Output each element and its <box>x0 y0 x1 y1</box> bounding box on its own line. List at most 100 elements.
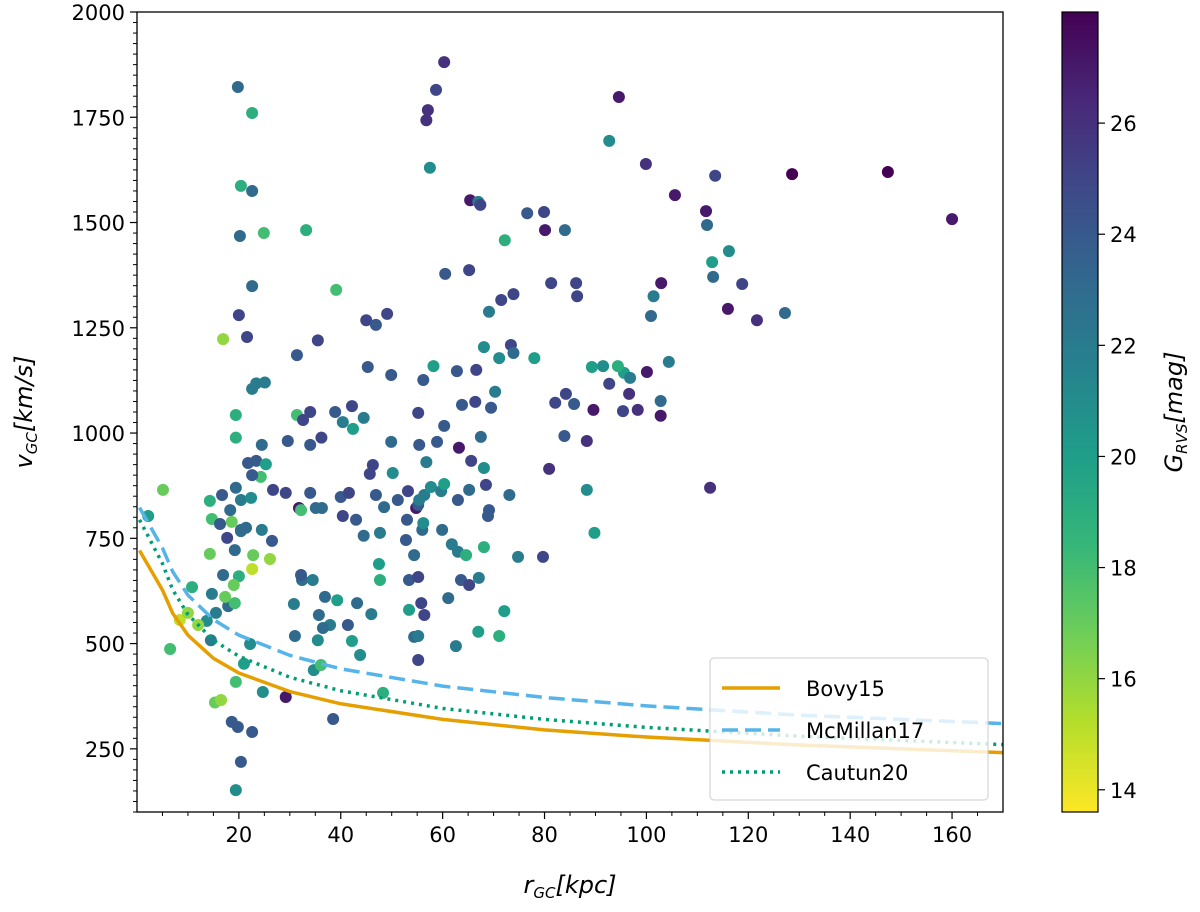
data-point <box>229 675 242 688</box>
data-point <box>259 458 272 471</box>
data-point <box>361 360 374 373</box>
data-point <box>421 104 434 117</box>
data-point <box>423 161 436 174</box>
data-point <box>472 625 485 638</box>
data-point <box>616 405 629 418</box>
data-point <box>255 438 268 451</box>
data-point <box>327 712 340 725</box>
data-point <box>403 603 416 616</box>
x-tick-label: 20 <box>226 823 253 847</box>
data-point <box>588 526 601 539</box>
data-point <box>706 256 719 269</box>
data-point <box>644 310 657 322</box>
data-point <box>512 550 525 563</box>
data-point <box>722 245 735 258</box>
data-point <box>571 290 584 303</box>
data-point <box>263 552 276 565</box>
data-point <box>881 166 894 178</box>
data-point <box>381 307 394 320</box>
data-point <box>246 382 259 395</box>
line-mcmillan17 <box>138 506 1003 726</box>
y-tick-label: 2000 <box>72 1 125 25</box>
data-point <box>295 568 308 581</box>
data-point <box>369 318 382 331</box>
y-tick-label: 250 <box>85 738 125 762</box>
data-point <box>385 435 398 448</box>
data-point <box>469 395 482 408</box>
data-point <box>704 481 717 494</box>
colorbar-tick-label: 20 <box>1110 445 1137 469</box>
data-point <box>267 483 280 496</box>
data-point <box>256 686 269 698</box>
data-point <box>304 406 317 418</box>
colorbar-tick-label: 16 <box>1110 668 1137 692</box>
data-point <box>403 574 416 586</box>
colorbar-tick-label: 22 <box>1110 334 1137 358</box>
data-point <box>654 395 667 408</box>
data-point <box>521 207 534 220</box>
data-point <box>329 406 342 418</box>
data-point <box>232 309 245 322</box>
data-point <box>357 411 370 424</box>
data-point <box>241 331 254 344</box>
data-point <box>707 270 720 283</box>
x-tick-label: 120 <box>728 823 768 847</box>
data-point <box>538 206 551 218</box>
data-point <box>287 598 300 610</box>
data-point <box>295 504 308 517</box>
data-point <box>539 224 552 237</box>
data-point <box>543 462 556 475</box>
data-point <box>430 83 443 96</box>
data-point <box>570 277 583 290</box>
colorbar <box>1061 11 1099 813</box>
data-point <box>654 409 667 422</box>
data-point <box>225 515 238 528</box>
y-tick-label: 1500 <box>72 212 125 236</box>
data-point <box>279 486 292 499</box>
x-tick-label: 160 <box>932 823 972 847</box>
data-point <box>204 634 217 647</box>
data-point <box>341 619 354 632</box>
data-point <box>345 635 358 648</box>
data-point <box>258 376 271 389</box>
data-point <box>438 478 451 490</box>
data-point <box>465 454 478 467</box>
data-point <box>438 419 451 432</box>
data-point <box>485 401 498 414</box>
data-point <box>228 544 241 557</box>
plot-area <box>137 56 1003 797</box>
data-point <box>412 654 425 666</box>
data-point <box>559 387 572 400</box>
data-point <box>647 290 660 303</box>
data-point <box>231 80 244 93</box>
data-point <box>474 430 487 443</box>
data-point <box>537 550 550 563</box>
data-point <box>420 456 433 469</box>
data-point <box>420 114 433 127</box>
data-point <box>386 467 399 480</box>
data-point <box>227 579 240 592</box>
y-tick-label: 1000 <box>72 422 125 446</box>
colorbar-tick-label: 26 <box>1110 112 1137 136</box>
data-point <box>436 523 449 536</box>
y-tick-label: 1750 <box>72 106 125 130</box>
data-point <box>311 634 324 647</box>
data-point <box>247 549 260 562</box>
data-point <box>442 592 455 605</box>
x-tick-label: 40 <box>327 823 354 847</box>
data-point <box>378 501 391 514</box>
data-point <box>229 431 242 444</box>
data-point <box>709 169 722 182</box>
data-point <box>229 784 242 797</box>
data-point <box>493 630 506 642</box>
data-point <box>558 430 571 442</box>
data-point <box>778 307 791 320</box>
data-point <box>246 280 259 293</box>
data-point <box>418 488 431 501</box>
data-point <box>558 224 571 237</box>
data-point <box>408 549 421 562</box>
data-point <box>587 403 600 416</box>
data-point <box>203 494 216 507</box>
data-point <box>244 638 257 650</box>
data-point <box>186 581 199 594</box>
